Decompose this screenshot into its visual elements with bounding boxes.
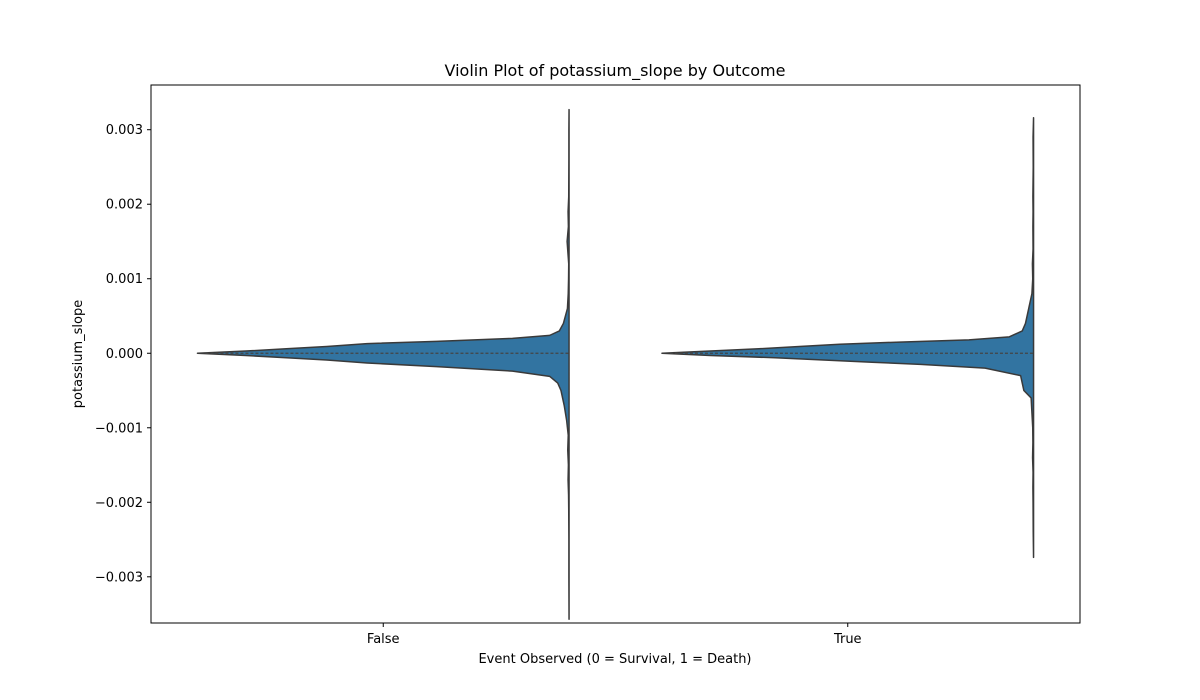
plot-frame — [150, 84, 1081, 624]
y-tick-label: −0.003 — [95, 570, 143, 585]
y-tick-label: −0.001 — [95, 421, 143, 436]
x-axis: False True — [367, 623, 862, 647]
y-tick-label: 0.002 — [106, 198, 143, 213]
y-tick-label: 0.001 — [106, 272, 143, 287]
y-axis-label: potassium_slope — [71, 300, 86, 408]
x-tick-label-false: False — [367, 632, 400, 647]
violin-false — [196, 108, 570, 621]
x-axis-label: Event Observed (0 = Survival, 1 = Death) — [478, 652, 751, 667]
y-tick-label: −0.002 — [95, 496, 143, 511]
y-tick-label: 0.000 — [106, 347, 143, 362]
y-axis: 0.003 0.002 0.001 0.000 −0.001 −0.002 −0.003 — [95, 123, 151, 585]
y-tick-label: 0.003 — [106, 123, 143, 138]
violins-layer — [196, 108, 1035, 621]
chart-title: Violin Plot of potassium_slope by Outcom… — [445, 61, 786, 81]
x-tick-label-true: True — [833, 632, 862, 647]
violin-true — [661, 117, 1035, 559]
